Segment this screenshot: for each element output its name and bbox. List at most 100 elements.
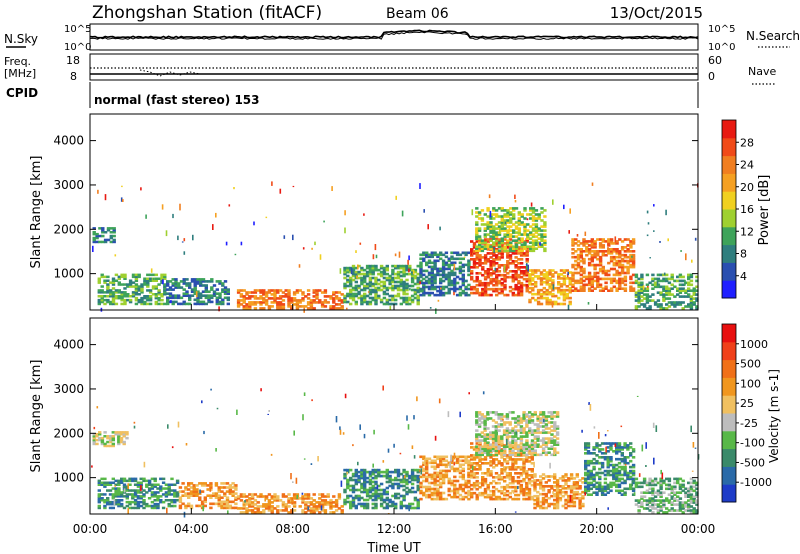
heatmap-cell [617,465,622,469]
heatmap-cell [374,496,378,500]
heatmap-cell [245,507,249,510]
heatmap-cell [586,461,591,465]
heatmap-cell [112,240,116,244]
heatmap-cell [134,279,139,282]
heatmap-cell [153,483,157,486]
heatmap-cell [547,475,551,478]
heatmap-cell [433,279,437,283]
heatmap-cell [385,486,389,490]
heatmap-cell [503,485,507,489]
heatmap-cell [475,411,479,414]
heatmap-cell [444,251,449,255]
heatmap-cell [214,492,219,495]
heatmap-cell [450,257,454,261]
heatmap-cell [371,284,375,288]
heatmap-cell [647,285,649,288]
heatmap-cell [550,421,554,424]
heatmap-cell [236,305,241,308]
heatmap-cell [122,199,124,202]
heatmap-cell [133,491,138,494]
heatmap-cell [225,490,230,493]
heatmap-cell [188,282,192,285]
heatmap-cell [402,498,406,502]
heatmap-cell [609,289,614,292]
heatmap-cell [195,484,199,487]
heatmap-cell [160,279,164,282]
heatmap-cell [486,238,490,241]
heatmap-cell [525,273,529,277]
heatmap-cell [486,287,490,291]
heatmap-cell [486,474,490,477]
heatmap-cell [419,257,423,261]
heatmap-cell [461,269,465,273]
heatmap-cell [365,286,370,290]
heatmap-cell [181,482,185,485]
heatmap-cell [410,274,415,278]
heatmap-cell [519,445,524,448]
heatmap-cell [673,305,677,308]
heatmap-cell [242,299,246,302]
heatmap-cell [98,227,102,230]
heatmap-cell [184,488,188,491]
heatmap-cell [425,291,429,295]
heatmap-cell [670,287,674,290]
heatmap-cell [551,273,555,276]
heatmap-cell [470,254,474,257]
heatmap-cell [167,491,171,494]
heatmap-cell [337,303,342,306]
heatmap-cell [536,269,541,272]
heatmap-cell [617,444,622,447]
heatmap-cell [343,294,347,298]
heatmap-cell [168,280,173,283]
heatmap-cell [489,464,493,467]
heatmap-cell [500,477,504,481]
heatmap-cell [120,502,124,506]
heatmap-cell [578,485,582,488]
heatmap-cell [304,305,308,308]
heatmap-cell [536,419,540,422]
heatmap-cell [340,299,344,302]
heatmap-cell [184,494,188,497]
heatmap-cell [185,292,189,295]
heatmap-cell [405,492,409,496]
heatmap-cell [136,500,141,504]
heatmap-cell [528,445,532,448]
heatmap-cell [511,435,515,438]
heatmap-cell [140,302,144,306]
heatmap-cell [691,259,693,263]
heatmap-cell [177,294,181,297]
heatmap-cell [427,259,432,263]
heatmap-cell [500,283,504,287]
heatmap-cell [659,285,663,289]
heatmap-cell [612,273,616,277]
heatmap-cell [531,229,536,232]
heatmap-cell [467,287,471,291]
heatmap-cell [606,463,610,467]
heatmap-cell [486,445,490,448]
heatmap-cell [543,249,547,253]
heatmap-cell [587,281,592,285]
heatmap-cell [312,507,316,510]
heatmap-cell [629,263,633,267]
heatmap-cell [542,296,546,300]
heatmap-cell [368,478,373,482]
heatmap-cell [368,272,373,276]
heatmap-cell [131,477,135,481]
heatmap-cell [374,296,378,300]
heatmap-cell [467,267,471,271]
heatmap-cell [433,493,437,497]
heatmap-cell [365,498,370,502]
heatmap-cell [259,303,263,306]
heatmap-cell [419,455,423,459]
heatmap-cell [481,273,485,277]
heatmap-cell [368,470,373,474]
heatmap-cell [615,489,619,493]
heatmap-cell [598,259,603,263]
heatmap-cell [413,490,418,494]
heatmap-cell [480,413,484,416]
heatmap-cell [379,288,384,292]
heatmap-cell [488,194,491,199]
heatmap-cell [568,302,572,306]
heatmap-cell [312,291,316,294]
heatmap-cell [402,504,406,508]
